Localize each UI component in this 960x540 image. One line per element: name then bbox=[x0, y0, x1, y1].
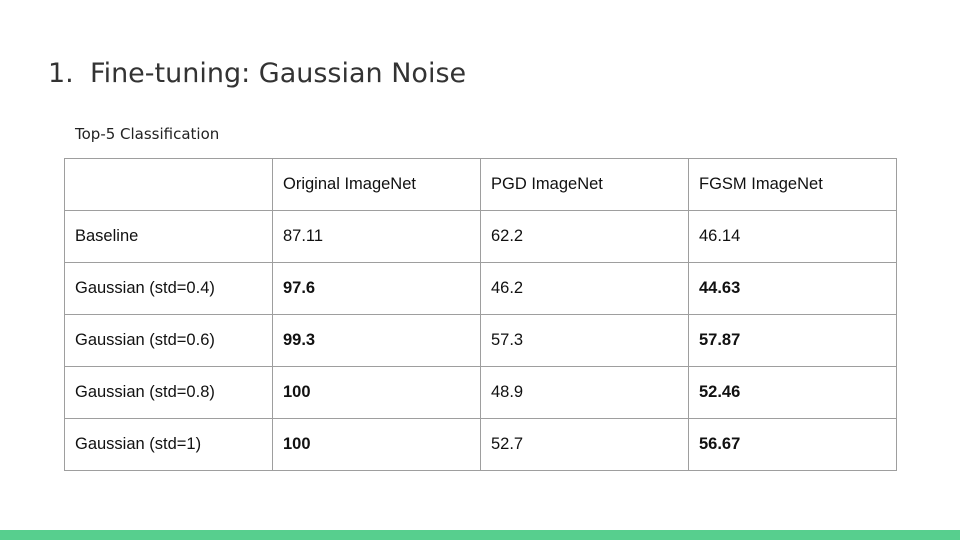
table-cell: 56.67 bbox=[688, 418, 897, 471]
table-cell: 97.6 bbox=[272, 262, 481, 315]
row-label: Gaussian (std=0.4) bbox=[64, 262, 273, 315]
header-cell-empty bbox=[64, 158, 273, 211]
table-cell: 57.3 bbox=[480, 314, 689, 367]
row-label: Gaussian (std=1) bbox=[64, 418, 273, 471]
table-cell: 57.87 bbox=[688, 314, 897, 367]
title-text: Fine-tuning: Gaussian Noise bbox=[90, 58, 467, 89]
table-cell: 100 bbox=[272, 418, 481, 471]
row-label: Baseline bbox=[64, 210, 273, 263]
table-cell: 100 bbox=[272, 366, 481, 419]
table-cell: 48.9 bbox=[480, 366, 689, 419]
table-cell: 46.14 bbox=[688, 210, 897, 263]
table-cell: 52.46 bbox=[688, 366, 897, 419]
table-cell: 99.3 bbox=[272, 314, 481, 367]
accent-footer-bar bbox=[0, 530, 960, 540]
table-row: Gaussian (std=1) 100 52.7 56.67 bbox=[64, 418, 897, 471]
slide-title: 1. Fine-tuning: Gaussian Noise bbox=[48, 58, 466, 89]
results-table: Original ImageNet PGD ImageNet FGSM Imag… bbox=[64, 158, 897, 471]
table-cell: 46.2 bbox=[480, 262, 689, 315]
title-number: 1. bbox=[48, 58, 74, 89]
table-row: Gaussian (std=0.8) 100 48.9 52.46 bbox=[64, 366, 897, 419]
table-caption: Top-5 Classification bbox=[75, 125, 220, 143]
table-header-row: Original ImageNet PGD ImageNet FGSM Imag… bbox=[64, 158, 897, 211]
table-row: Gaussian (std=0.6) 99.3 57.3 57.87 bbox=[64, 314, 897, 367]
table-row: Baseline 87.11 62.2 46.14 bbox=[64, 210, 897, 263]
row-label: Gaussian (std=0.6) bbox=[64, 314, 273, 367]
row-label: Gaussian (std=0.8) bbox=[64, 366, 273, 419]
header-cell-fgsm: FGSM ImageNet bbox=[688, 158, 897, 211]
table-cell: 62.2 bbox=[480, 210, 689, 263]
table-cell: 87.11 bbox=[272, 210, 481, 263]
table-row: Gaussian (std=0.4) 97.6 46.2 44.63 bbox=[64, 262, 897, 315]
table-cell: 52.7 bbox=[480, 418, 689, 471]
table-cell: 44.63 bbox=[688, 262, 897, 315]
header-cell-original: Original ImageNet bbox=[272, 158, 481, 211]
header-cell-pgd: PGD ImageNet bbox=[480, 158, 689, 211]
